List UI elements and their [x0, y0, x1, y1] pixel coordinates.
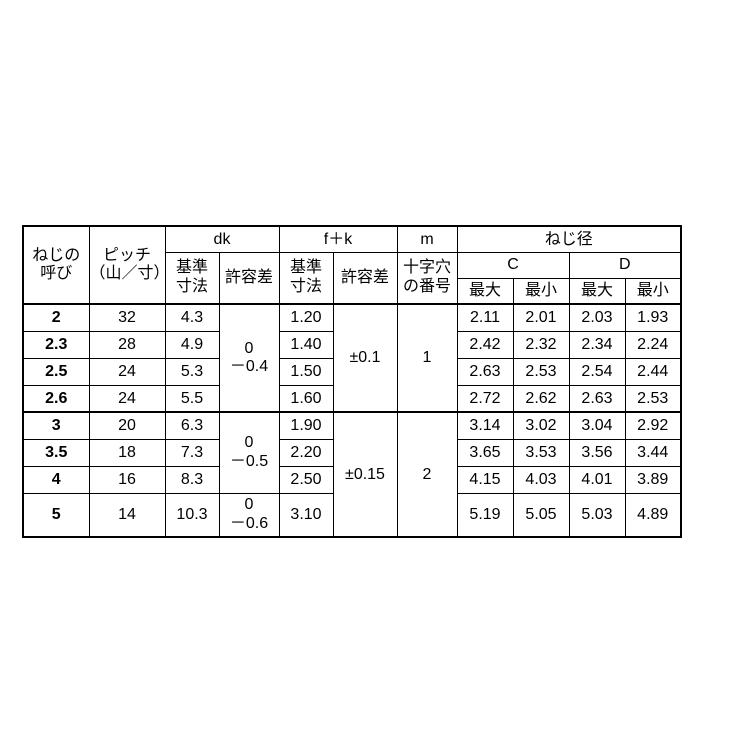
- cell-c-max: 4.15: [457, 466, 513, 493]
- hdr-D: D: [569, 252, 681, 278]
- cell-d-min: 2.44: [625, 358, 681, 385]
- cell-pitch: 24: [89, 358, 165, 385]
- cell-dk-tol-g1: 0－0.4: [219, 304, 279, 412]
- cell-dk-base: 7.3: [165, 439, 219, 466]
- cell-name: 2.6: [23, 385, 89, 412]
- hdr-fk: f＋k: [279, 226, 397, 252]
- cell-d-max: 2.34: [569, 331, 625, 358]
- cell-d-max: 5.03: [569, 493, 625, 537]
- cell-c-min: 2.53: [513, 358, 569, 385]
- cell-c-max: 5.19: [457, 493, 513, 537]
- cell-dk-base: 8.3: [165, 466, 219, 493]
- cell-fk-tol-g1: ±0.1: [333, 304, 397, 412]
- cell-fk-base: 1.90: [279, 412, 333, 439]
- cell-d-min: 3.44: [625, 439, 681, 466]
- cell-c-max: 2.63: [457, 358, 513, 385]
- cell-name: 2.3: [23, 331, 89, 358]
- hdr-m: m: [397, 226, 457, 252]
- hdr-cross: 十字穴の番号: [397, 252, 457, 304]
- cell-fk-base: 1.20: [279, 304, 333, 331]
- cell-d-max: 3.56: [569, 439, 625, 466]
- hdr-d-max: 最大: [569, 278, 625, 304]
- cell-pitch: 18: [89, 439, 165, 466]
- cell-c-min: 3.02: [513, 412, 569, 439]
- cell-pitch: 20: [89, 412, 165, 439]
- cell-name: 3.5: [23, 439, 89, 466]
- hdr-name: ねじの呼び: [23, 226, 89, 304]
- cell-fk-base: 1.50: [279, 358, 333, 385]
- spec-table: ねじの呼び ピッチ（山／寸） dk f＋k m ねじ径 基準寸法 許容差 基準寸…: [22, 225, 682, 538]
- cell-dk-base: 4.9: [165, 331, 219, 358]
- cell-fk-base: 1.60: [279, 385, 333, 412]
- cell-fk-base: 3.10: [279, 493, 333, 537]
- cell-c-min: 2.62: [513, 385, 569, 412]
- hdr-dk: dk: [165, 226, 279, 252]
- cell-dk-tol-g2: 0－0.5: [219, 412, 279, 493]
- cell-fk-tol-g2: ±0.15: [333, 412, 397, 537]
- cell-name: 4: [23, 466, 89, 493]
- cell-d-min: 2.24: [625, 331, 681, 358]
- cell-fk-base: 1.40: [279, 331, 333, 358]
- cell-dk-base: 10.3: [165, 493, 219, 537]
- hdr-pitch: ピッチ（山／寸）: [89, 226, 165, 304]
- table-row: 3 20 6.3 0－0.5 1.90 ±0.15 2 3.14 3.02 3.…: [23, 412, 681, 439]
- cell-dk-tol-r8: 0－0.6: [219, 493, 279, 537]
- cell-c-min: 2.01: [513, 304, 569, 331]
- cell-dk-base: 6.3: [165, 412, 219, 439]
- cell-pitch: 16: [89, 466, 165, 493]
- hdr-c-min: 最小: [513, 278, 569, 304]
- hdr-neji: ねじ径: [457, 226, 681, 252]
- cell-m-g1: 1: [397, 304, 457, 412]
- cell-name: 3: [23, 412, 89, 439]
- cell-dk-base: 5.5: [165, 385, 219, 412]
- cell-name: 5: [23, 493, 89, 537]
- hdr-d-min: 最小: [625, 278, 681, 304]
- cell-d-max: 2.03: [569, 304, 625, 331]
- cell-pitch: 14: [89, 493, 165, 537]
- cell-c-min: 4.03: [513, 466, 569, 493]
- cell-c-min: 2.32: [513, 331, 569, 358]
- cell-d-min: 2.92: [625, 412, 681, 439]
- hdr-fk-base: 基準寸法: [279, 252, 333, 304]
- cell-dk-base: 4.3: [165, 304, 219, 331]
- cell-c-min: 5.05: [513, 493, 569, 537]
- cell-pitch: 28: [89, 331, 165, 358]
- cell-d-max: 4.01: [569, 466, 625, 493]
- cell-c-max: 3.65: [457, 439, 513, 466]
- cell-m-g2: 2: [397, 412, 457, 537]
- hdr-fk-tol: 許容差: [333, 252, 397, 304]
- cell-c-max: 2.11: [457, 304, 513, 331]
- cell-pitch: 24: [89, 385, 165, 412]
- hdr-dk-tol: 許容差: [219, 252, 279, 304]
- hdr-c-max: 最大: [457, 278, 513, 304]
- cell-d-max: 2.63: [569, 385, 625, 412]
- cell-name: 2: [23, 304, 89, 331]
- cell-c-min: 3.53: [513, 439, 569, 466]
- cell-d-min: 3.89: [625, 466, 681, 493]
- cell-d-max: 3.04: [569, 412, 625, 439]
- header-row-1: ねじの呼び ピッチ（山／寸） dk f＋k m ねじ径: [23, 226, 681, 252]
- cell-d-min: 4.89: [625, 493, 681, 537]
- cell-c-max: 2.42: [457, 331, 513, 358]
- cell-name: 2.5: [23, 358, 89, 385]
- cell-pitch: 32: [89, 304, 165, 331]
- cell-fk-base: 2.50: [279, 466, 333, 493]
- cell-c-max: 2.72: [457, 385, 513, 412]
- hdr-C: C: [457, 252, 569, 278]
- cell-dk-base: 5.3: [165, 358, 219, 385]
- table-row: 2 32 4.3 0－0.4 1.20 ±0.1 1 2.11 2.01 2.0…: [23, 304, 681, 331]
- cell-d-min: 2.53: [625, 385, 681, 412]
- cell-fk-base: 2.20: [279, 439, 333, 466]
- cell-c-max: 3.14: [457, 412, 513, 439]
- cell-d-max: 2.54: [569, 358, 625, 385]
- hdr-dk-base: 基準寸法: [165, 252, 219, 304]
- cell-d-min: 1.93: [625, 304, 681, 331]
